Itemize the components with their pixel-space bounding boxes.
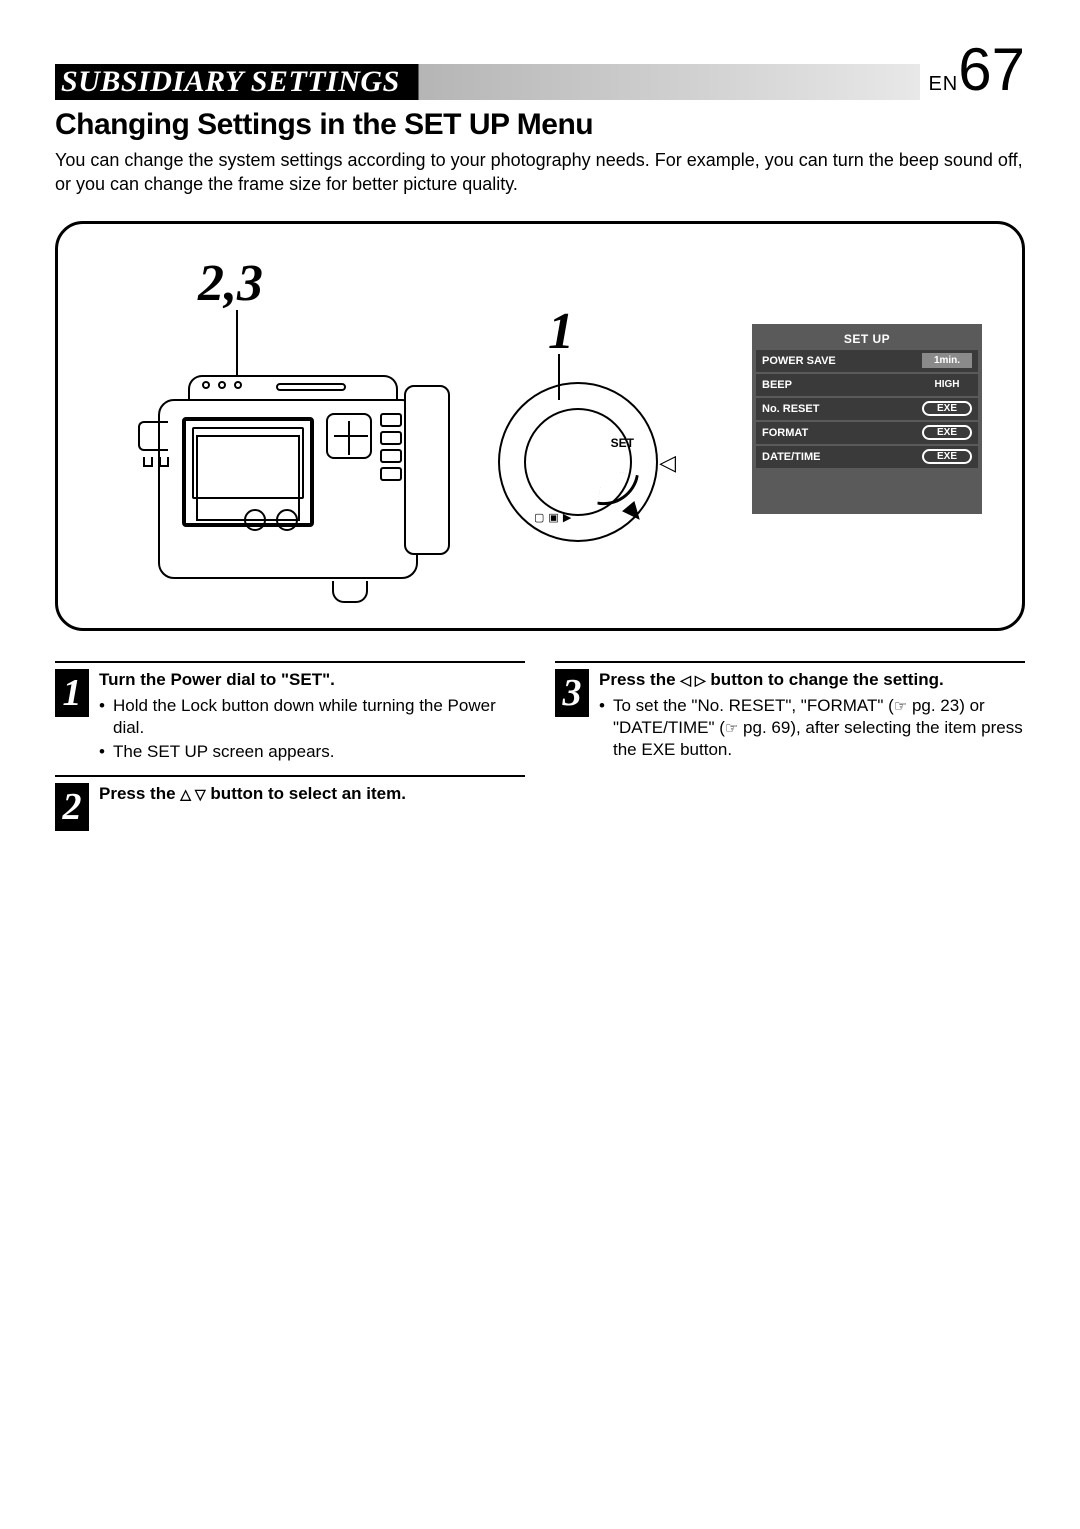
page-lang: EN (928, 73, 958, 96)
setup-row-format: FORMAT EXE (756, 422, 978, 444)
dial-mode-icons: ▢▣▶ (534, 511, 571, 524)
step-3-number: 3 (555, 669, 589, 717)
callout-23: 2,3 (198, 254, 263, 313)
up-down-icon: △ ▽ (180, 785, 205, 803)
page-num: 67 (958, 40, 1025, 100)
step-3-title: Press the ◁ ▷ button to change the setti… (599, 669, 1025, 691)
step-1-bullet-2: The SET UP screen appears. (99, 741, 525, 763)
camera-top (188, 375, 398, 401)
camera-body (158, 399, 418, 579)
header-title: SUBSIDIARY SETTINGS (55, 65, 400, 99)
step-3-bullet-1: To set the "No. RESET", "FORMAT" (☞ pg. … (599, 695, 1025, 761)
callout-1: 1 (548, 302, 574, 361)
setup-menu-panel: SET UP POWER SAVE 1min. BEEP HIGH No. RE… (752, 324, 982, 514)
figure-box: 2,3 1 (55, 221, 1025, 631)
header-bar: SUBSIDIARY SETTINGS (55, 64, 920, 100)
step-1-bullet-1: Hold the Lock button down while turning … (99, 695, 525, 739)
setup-row-beep: BEEP HIGH (756, 374, 978, 396)
setup-row-power-save: POWER SAVE 1min. (756, 350, 978, 372)
ref-icon: ☞ (894, 698, 907, 715)
step-2: 2 Press the △ ▽ button to select an item… (55, 775, 525, 831)
dial-set-label: SET (611, 436, 634, 450)
power-dial-detail: SET ◁ ▢▣▶ (498, 382, 658, 542)
page-header: SUBSIDIARY SETTINGS EN 67 (55, 40, 1025, 100)
ref-icon: ☞ (725, 720, 738, 737)
step-2-number: 2 (55, 783, 89, 831)
left-right-icon: ◁ ▷ (680, 671, 705, 689)
steps-container: 1 Turn the Power dial to "SET". Hold the… (55, 661, 1025, 841)
setup-menu-header: SET UP (756, 328, 978, 350)
setup-row-date-time: DATE/TIME EXE (756, 446, 978, 468)
step-3: 3 Press the ◁ ▷ button to change the set… (555, 661, 1025, 763)
step-2-title: Press the △ ▽ button to select an item. (99, 783, 525, 805)
dial-pointer-icon: ◁ (659, 450, 676, 476)
section-title: Changing Settings in the SET UP Menu (55, 108, 1025, 142)
page-number: EN 67 (928, 40, 1025, 100)
step-1-number: 1 (55, 669, 89, 717)
step-1-title: Turn the Power dial to "SET". (99, 669, 525, 691)
step-1: 1 Turn the Power dial to "SET". Hold the… (55, 661, 525, 765)
camera-dpad (326, 413, 372, 459)
setup-row-no-reset: No. RESET EXE (756, 398, 978, 420)
camera-illustration (118, 329, 438, 589)
section-intro: You can change the system settings accor… (55, 148, 1025, 197)
